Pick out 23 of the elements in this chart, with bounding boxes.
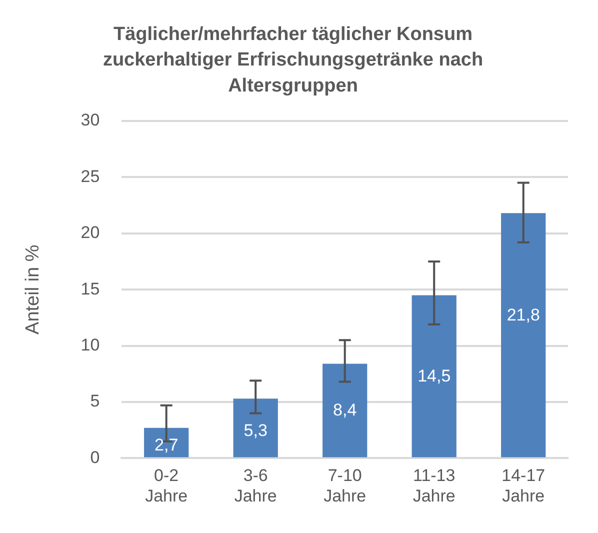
y-tick-label: 5 [90,392,100,411]
y-tick-label: 20 [80,223,100,242]
x-tick-label: 0-2 Jahre [145,466,188,506]
data-label: 14,5 [418,366,451,386]
data-label: 8,4 [333,400,357,420]
bar [501,213,546,458]
y-tick-label: 10 [80,335,100,354]
y-tick-label: 0 [90,448,100,467]
chart-title: Täglicher/mehrfacher täglicher Konsum zuckerhaltiger Erfrischungsgetränke nach Altersgruppen [102,24,484,96]
x-tick-label: 11-13 Jahre [412,466,456,506]
data-label: 2,7 [154,436,178,455]
y-tick-label: 25 [80,166,100,186]
bar [233,398,278,458]
data-label: 21,8 [506,305,540,324]
bar [322,364,368,458]
y-tick-label: 30 [80,110,100,130]
x-tick-label: 7-10 Jahre [324,466,366,506]
x-tick-label: 3-6 Jahre [234,466,277,506]
bar [412,295,456,458]
y-tick-label: 15 [80,279,100,298]
x-tick-label: 14-17 Jahre [502,466,546,506]
data-label: 5,3 [244,421,268,440]
y-axis-title: Anteil in % [22,244,44,334]
